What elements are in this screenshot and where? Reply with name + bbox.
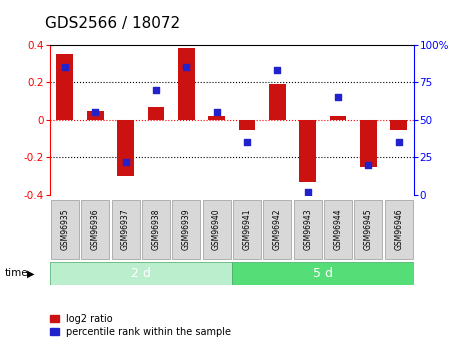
Text: GSM96943: GSM96943 (303, 209, 312, 250)
Bar (172, 200, 200, 259)
Bar (299, 120, 316, 182)
Point (183, 65, 190, 70)
Text: GSM96940: GSM96940 (212, 209, 221, 250)
Bar (263, 200, 291, 259)
Bar (360, 120, 377, 167)
Point (122, 159, 129, 165)
Point (91, 110, 99, 115)
Text: GSM96941: GSM96941 (243, 209, 252, 250)
Text: GSM96945: GSM96945 (364, 209, 373, 250)
Text: GSM96936: GSM96936 (91, 209, 100, 250)
Text: GSM96937: GSM96937 (121, 209, 130, 250)
Bar (233, 200, 261, 259)
Text: GSM96944: GSM96944 (333, 209, 342, 250)
Bar (117, 120, 134, 176)
Bar (269, 84, 286, 120)
Text: time: time (5, 268, 28, 278)
Point (304, 189, 311, 195)
Bar (390, 120, 407, 130)
Bar (81, 200, 109, 259)
Text: GSM96946: GSM96946 (394, 209, 403, 250)
Text: 2 d: 2 d (131, 267, 151, 280)
Text: GSM96935: GSM96935 (61, 209, 70, 250)
Point (213, 110, 220, 115)
Bar (330, 116, 346, 120)
Point (334, 95, 342, 100)
Bar (208, 116, 225, 120)
Bar (354, 200, 382, 259)
Bar (178, 48, 194, 120)
Point (152, 87, 160, 92)
Point (61, 65, 69, 70)
Bar (50, 262, 232, 285)
Bar (56, 54, 73, 120)
Text: GSM96942: GSM96942 (273, 209, 282, 250)
Bar (51, 200, 79, 259)
Point (395, 140, 403, 145)
Point (273, 68, 281, 73)
Legend: log2 ratio, percentile rank within the sample: log2 ratio, percentile rank within the s… (50, 314, 231, 337)
Text: GDS2566 / 18072: GDS2566 / 18072 (45, 16, 180, 31)
Text: GSM96939: GSM96939 (182, 209, 191, 250)
Bar (238, 120, 255, 130)
Bar (112, 200, 140, 259)
Text: 5 d: 5 d (313, 267, 333, 280)
Bar (232, 262, 414, 285)
Bar (148, 107, 164, 120)
Point (243, 140, 251, 145)
Text: GSM96938: GSM96938 (151, 209, 160, 250)
Bar (202, 200, 230, 259)
Bar (294, 200, 322, 259)
Point (365, 162, 372, 168)
Bar (385, 200, 412, 259)
Bar (142, 200, 170, 259)
Bar (324, 200, 352, 259)
Bar (87, 110, 104, 120)
Text: ▶: ▶ (27, 268, 35, 278)
